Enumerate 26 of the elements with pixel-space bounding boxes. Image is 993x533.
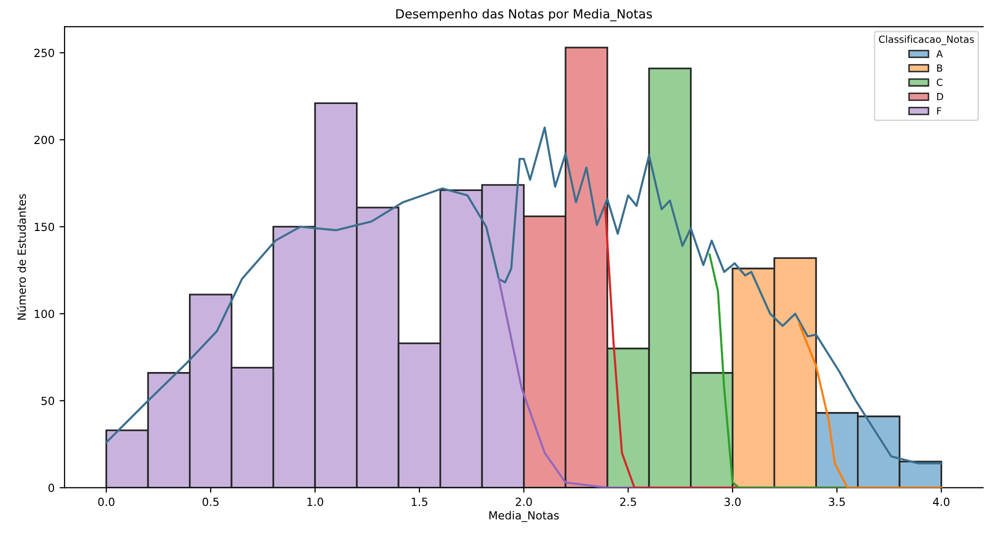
x-tick-label: 1.5: [412, 498, 428, 506]
legend-label: F: [937, 107, 942, 114]
x-tick-label: 0.0: [98, 498, 114, 506]
x-tick-label: 2.5: [620, 498, 636, 506]
y-tick-label: 50: [42, 396, 54, 406]
line-series: [105, 126, 942, 464]
x-tick-label: 2.0: [516, 498, 532, 506]
x-axis-title: Media_Notas: [489, 510, 559, 522]
legend-title: Classificacao_Notas: [878, 35, 974, 46]
x-tick-label: 3.5: [828, 498, 845, 506]
x-tick-label: 3.0: [724, 498, 741, 506]
x-tick-label: 0.5: [202, 498, 219, 506]
y-tick-label: 200: [34, 136, 54, 144]
y-tick-label: 100: [34, 310, 54, 318]
chart-title: Desempenho das Notas por Media_Notas: [396, 8, 652, 22]
y-tick-label: 150: [34, 222, 54, 232]
y-tick-label: 250: [34, 48, 54, 58]
legend-label: C: [936, 78, 943, 86]
legend-label: A: [936, 50, 943, 58]
y-tick-label: 0: [48, 484, 54, 492]
x-tick-label: 1.0: [307, 498, 324, 506]
legend-label: D: [937, 93, 944, 100]
line-series: [798, 323, 942, 488]
y-axis-title: Número de Estudantes: [16, 194, 26, 320]
legend-label: B: [937, 64, 942, 72]
x-tick-label: 4.0: [933, 498, 950, 506]
